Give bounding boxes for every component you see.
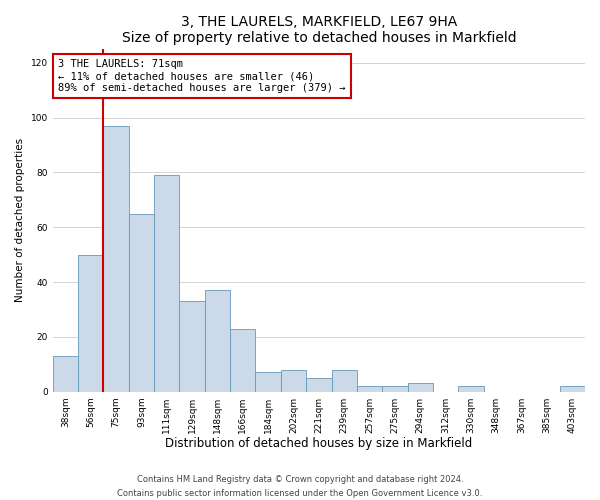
X-axis label: Distribution of detached houses by size in Markfield: Distribution of detached houses by size …: [165, 437, 472, 450]
Bar: [560, 386, 585, 392]
Bar: [332, 370, 357, 392]
Bar: [205, 290, 230, 392]
Y-axis label: Number of detached properties: Number of detached properties: [15, 138, 25, 302]
Title: 3, THE LAURELS, MARKFIELD, LE67 9HA
Size of property relative to detached houses: 3, THE LAURELS, MARKFIELD, LE67 9HA Size…: [122, 15, 516, 45]
Bar: [357, 386, 382, 392]
Bar: [256, 372, 281, 392]
Bar: [78, 254, 103, 392]
Bar: [382, 386, 407, 392]
Bar: [306, 378, 332, 392]
Bar: [129, 214, 154, 392]
Bar: [154, 175, 179, 392]
Bar: [458, 386, 484, 392]
Bar: [53, 356, 78, 392]
Text: 3 THE LAURELS: 71sqm
← 11% of detached houses are smaller (46)
89% of semi-detac: 3 THE LAURELS: 71sqm ← 11% of detached h…: [58, 60, 346, 92]
Bar: [179, 301, 205, 392]
Bar: [103, 126, 129, 392]
Bar: [281, 370, 306, 392]
Bar: [407, 384, 433, 392]
Bar: [230, 328, 256, 392]
Text: Contains HM Land Registry data © Crown copyright and database right 2024.
Contai: Contains HM Land Registry data © Crown c…: [118, 476, 482, 498]
